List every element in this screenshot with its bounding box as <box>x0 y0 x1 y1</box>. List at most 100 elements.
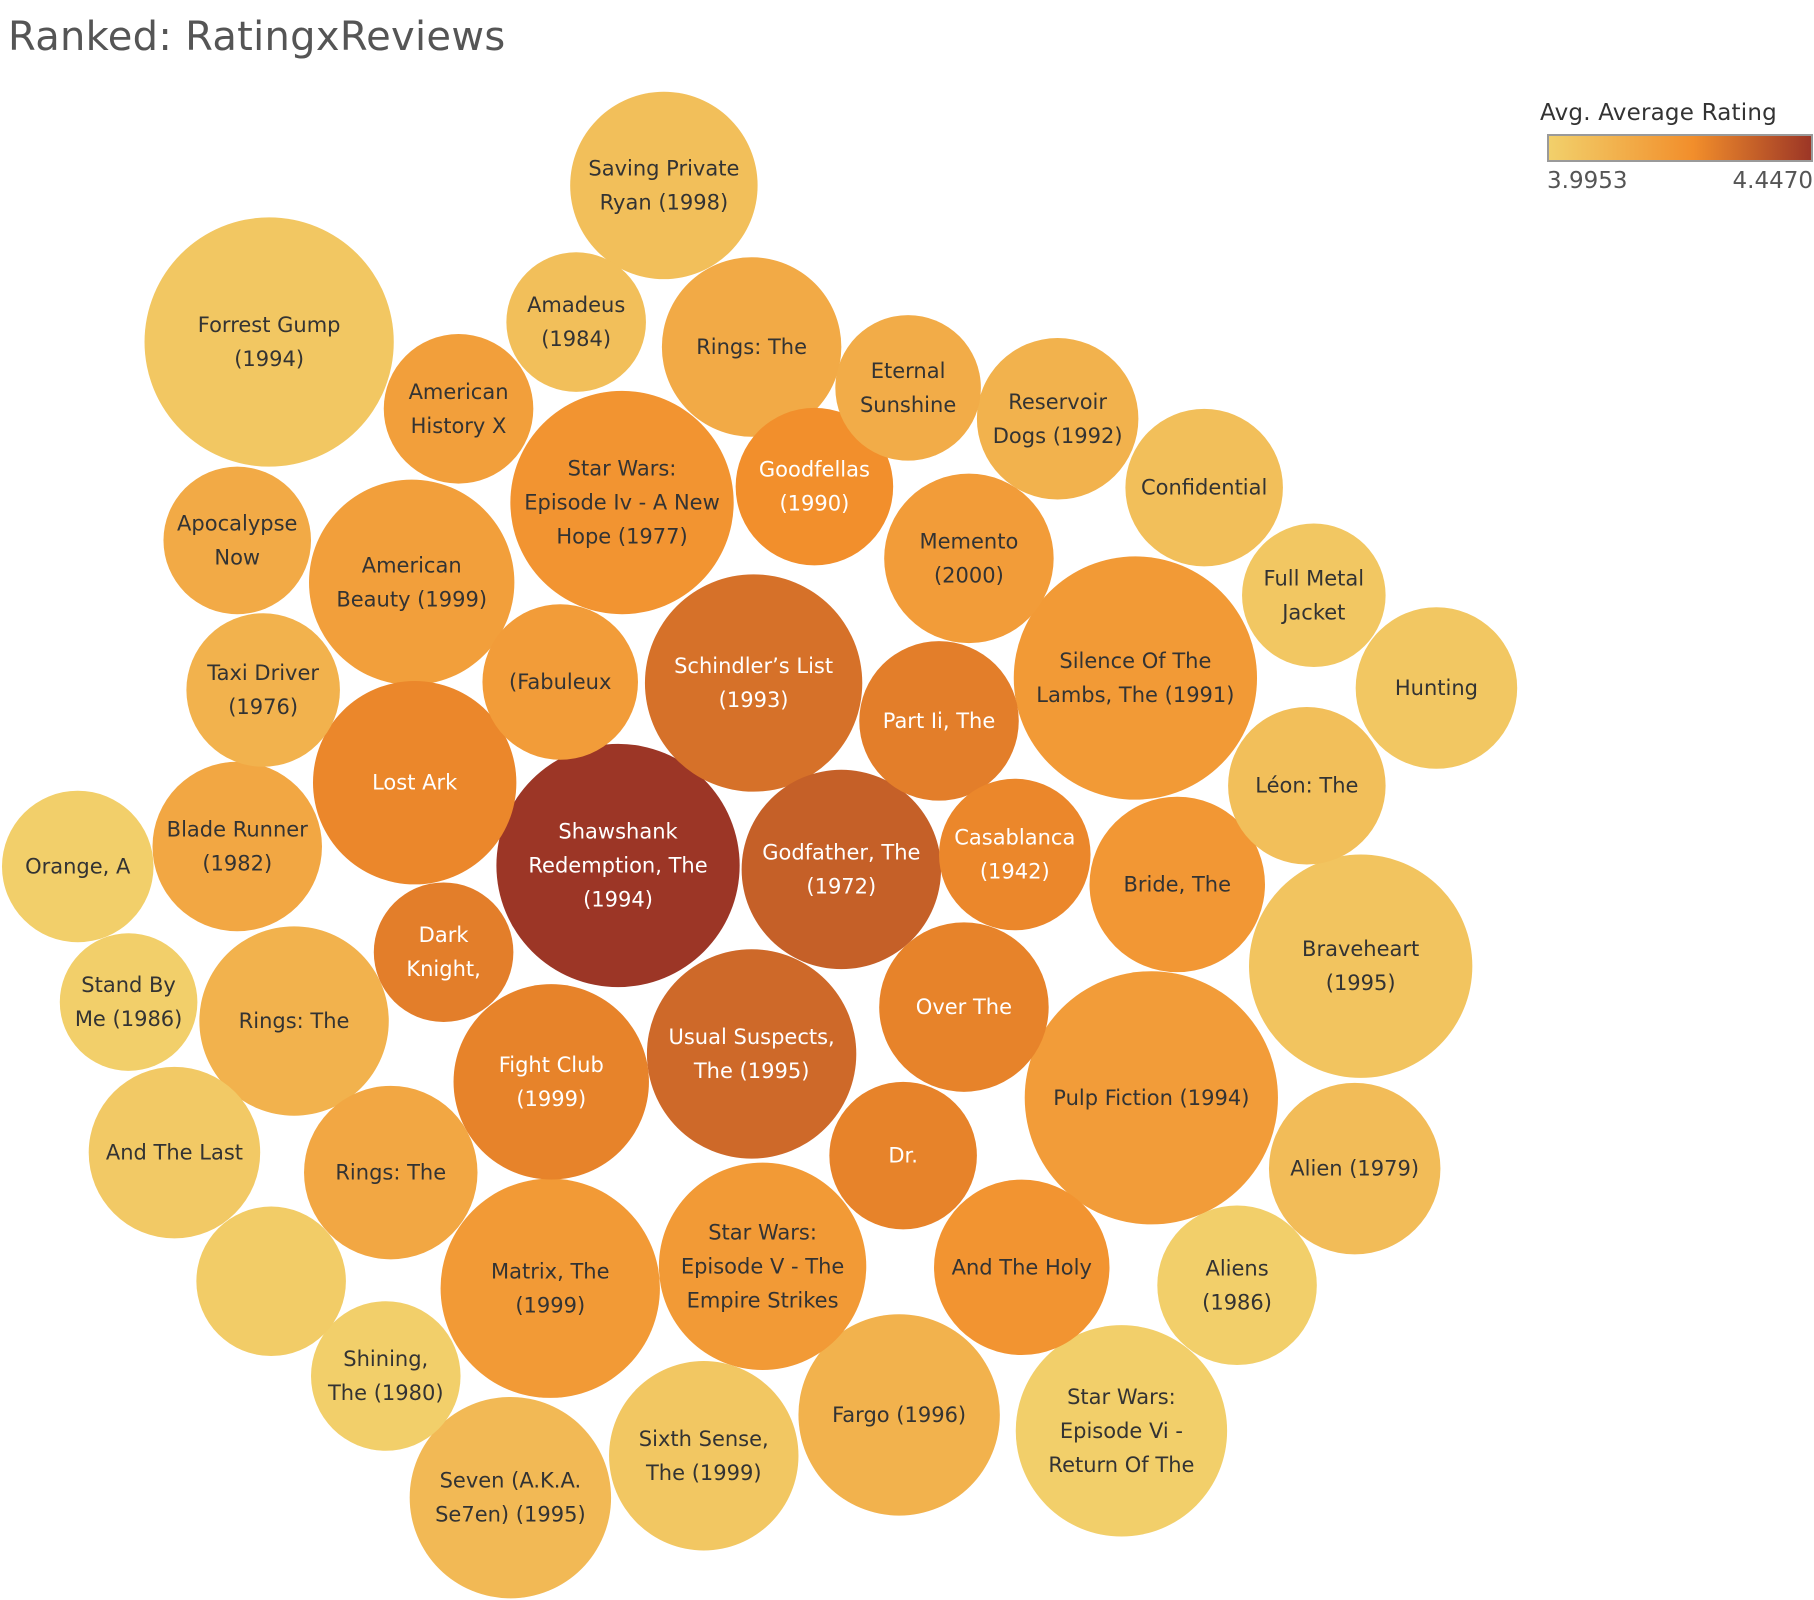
bubble[interactable]: Eternal Sunshine <box>835 315 981 461</box>
bubble[interactable]: American Beauty (1999) <box>309 479 515 685</box>
bubble-circle[interactable] <box>196 1206 346 1357</box>
bubble-circle[interactable] <box>453 984 649 1180</box>
bubble-circle[interactable] <box>409 1396 612 1599</box>
bubble[interactable]: And The Holy <box>934 1179 1110 1356</box>
bubble[interactable] <box>196 1206 346 1357</box>
bubble[interactable]: Apocalypse Now <box>163 466 312 615</box>
bubble-circle[interactable] <box>661 257 842 437</box>
bubble-circle[interactable] <box>482 604 638 760</box>
bubble[interactable]: Forrest Gump (1994) <box>144 217 394 467</box>
bubble[interactable]: Rings: The <box>199 926 389 1116</box>
bubble-circle[interactable] <box>1242 523 1386 668</box>
bubble-circle[interactable] <box>1089 796 1265 973</box>
bubble-circle[interactable] <box>798 1314 1000 1516</box>
bubble[interactable]: Amadeus (1984) <box>506 252 646 392</box>
bubble[interactable]: Rings: The <box>661 257 842 437</box>
bubble[interactable]: Matrix, The (1999) <box>440 1178 660 1398</box>
bubble[interactable]: Blade Runner (1982) <box>152 761 322 932</box>
bubble[interactable]: Star Wars: Episode Iv - A New Hope (1977) <box>510 390 734 615</box>
bubble[interactable]: Part Ii, The <box>859 641 1019 801</box>
bubble[interactable]: Orange, A <box>1 790 154 943</box>
bubble-circle[interactable] <box>879 922 1049 1092</box>
bubble[interactable]: Bride, The <box>1089 796 1265 973</box>
bubble[interactable]: Over The <box>879 922 1049 1092</box>
bubble-circle[interactable] <box>1228 706 1386 865</box>
bubble[interactable]: Sixth Sense, The (1999) <box>609 1361 799 1551</box>
bubble-circle[interactable] <box>144 217 394 467</box>
bubble-circle[interactable] <box>735 407 894 566</box>
bubble-circle[interactable] <box>304 1085 478 1260</box>
bubble-circle[interactable] <box>1013 556 1258 800</box>
bubble-circle[interactable] <box>829 1081 977 1230</box>
bubble[interactable]: Dr. <box>829 1081 977 1230</box>
bubble[interactable]: Lost Ark <box>312 681 517 885</box>
bubble-circle[interactable] <box>976 338 1139 500</box>
bubble-circle[interactable] <box>1157 1205 1317 1366</box>
bubble[interactable]: Confidential <box>1125 408 1283 567</box>
bubble-circle[interactable] <box>309 479 515 685</box>
bubble[interactable]: Stand By Me (1986) <box>59 933 198 1071</box>
bubble[interactable]: Shining, The (1980) <box>311 1301 461 1451</box>
bubble[interactable]: Casablanca (1942) <box>939 778 1091 931</box>
bubble-circle[interactable] <box>884 473 1054 644</box>
bubble-circle[interactable] <box>1268 1082 1441 1255</box>
bubble-circle[interactable] <box>383 334 534 484</box>
bubble[interactable]: (Fabuleux <box>482 604 638 760</box>
bubble[interactable]: Alien (1979) <box>1268 1082 1441 1255</box>
bubble[interactable]: Fargo (1996) <box>798 1314 1000 1516</box>
bubble-circle[interactable] <box>496 743 740 988</box>
bubble-circle[interactable] <box>1024 971 1278 1225</box>
bubble[interactable]: Saving Private Ryan (1998) <box>570 91 758 280</box>
bubble[interactable]: Reservoir Dogs (1992) <box>976 338 1139 500</box>
bubble-circle[interactable] <box>163 466 312 615</box>
bubble[interactable]: Taxi Driver (1976) <box>186 613 340 767</box>
bubble[interactable]: Fight Club (1999) <box>453 984 649 1180</box>
bubble-circle[interactable] <box>644 574 863 792</box>
bubble[interactable]: Pulp Fiction (1994) <box>1024 971 1278 1225</box>
bubble-circle[interactable] <box>835 315 981 461</box>
bubble[interactable]: Goodfellas (1990) <box>735 407 894 566</box>
bubble[interactable]: Aliens (1986) <box>1157 1205 1317 1366</box>
bubble-circle[interactable] <box>741 769 942 970</box>
bubble[interactable]: Star Wars: Episode Vi - Return Of The <box>1015 1325 1228 1537</box>
bubble[interactable]: Rings: The <box>304 1085 478 1260</box>
bubble[interactable]: Usual Suspects, The (1995) <box>646 949 857 1159</box>
bubble[interactable]: Star Wars: Episode V - The Empire Strikes <box>658 1162 867 1371</box>
bubble[interactable]: Dark Knight, <box>373 882 514 1023</box>
bubble[interactable]: Braveheart (1995) <box>1249 854 1473 1078</box>
bubble-circle[interactable] <box>570 91 758 280</box>
bubble-circle[interactable] <box>609 1361 799 1551</box>
bubble-circle[interactable] <box>88 1066 261 1239</box>
bubble-circle[interactable] <box>1125 408 1283 567</box>
bubble-circle[interactable] <box>311 1301 461 1451</box>
bubble-circle[interactable] <box>1015 1325 1228 1537</box>
bubble-circle[interactable] <box>1249 854 1473 1078</box>
bubble-circle[interactable] <box>186 613 340 767</box>
bubble[interactable]: Shawshank Redemption, The (1994) <box>496 743 740 988</box>
bubble[interactable]: Schindler’s List (1993) <box>644 574 863 792</box>
bubble-circle[interactable] <box>510 390 734 615</box>
bubble[interactable]: Silence Of The Lambs, The (1991) <box>1013 556 1258 800</box>
bubble-circle[interactable] <box>199 926 389 1116</box>
bubble[interactable]: Godfather, The (1972) <box>741 769 942 970</box>
bubble[interactable]: Hunting <box>1355 607 1518 769</box>
bubble-circle[interactable] <box>939 778 1091 931</box>
bubble-circle[interactable] <box>934 1179 1110 1356</box>
bubble-circle[interactable] <box>440 1178 660 1398</box>
bubble[interactable]: Memento (2000) <box>884 473 1054 644</box>
bubble-circle[interactable] <box>373 882 514 1023</box>
bubble-circle[interactable] <box>1355 607 1518 769</box>
bubble-circle[interactable] <box>506 252 646 392</box>
bubble-circle[interactable] <box>152 761 322 932</box>
bubble[interactable]: Léon: The <box>1228 706 1386 865</box>
bubble-circle[interactable] <box>658 1162 867 1371</box>
bubble[interactable]: Full Metal Jacket <box>1242 523 1386 668</box>
bubble-circle[interactable] <box>859 641 1019 801</box>
bubble-circle[interactable] <box>312 681 517 885</box>
bubble-circle[interactable] <box>646 949 857 1159</box>
bubble[interactable]: And The Last <box>88 1066 261 1239</box>
bubble-circle[interactable] <box>59 933 198 1071</box>
bubble-circle[interactable] <box>1 790 154 943</box>
bubble[interactable]: American History X <box>383 334 534 484</box>
bubble[interactable]: Seven (A.K.A. Se7en) (1995) <box>409 1396 612 1599</box>
